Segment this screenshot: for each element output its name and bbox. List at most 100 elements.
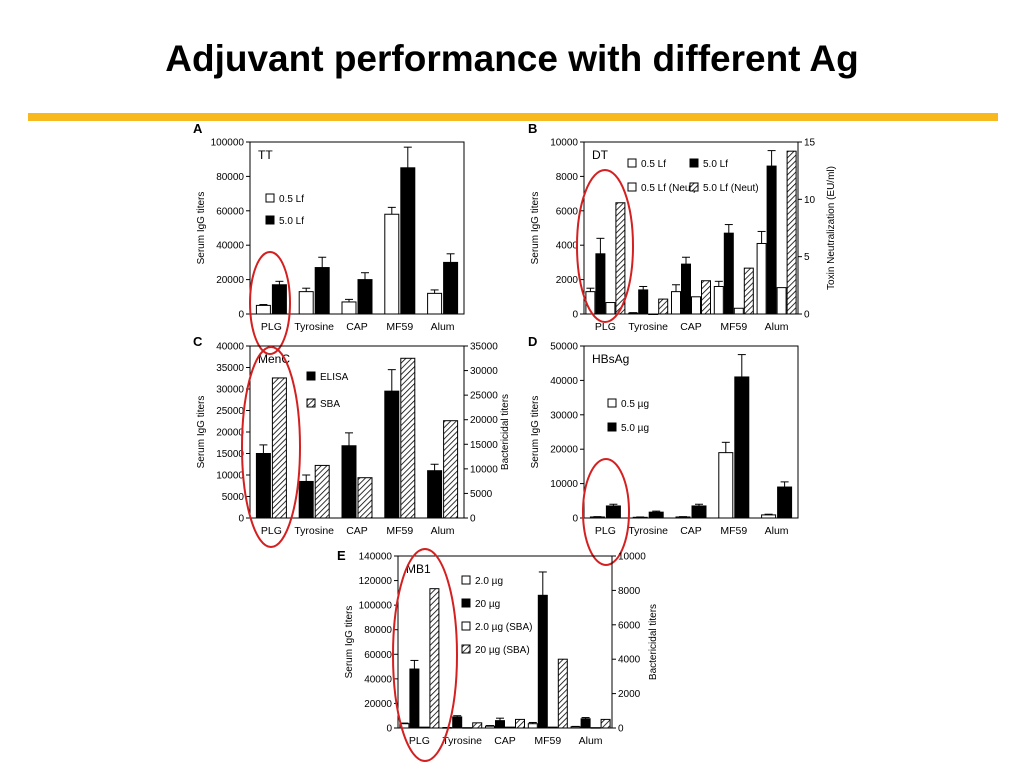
y-tick-label-b: 0 xyxy=(572,310,578,321)
y-tick-label-c: 20000 xyxy=(216,428,244,439)
legend-label-b: 5.0 Lf xyxy=(703,159,728,170)
y2-tick-label-c: 30000 xyxy=(470,366,498,377)
legend-swatch-c xyxy=(306,398,316,408)
y-tick-label-b: 2000 xyxy=(556,275,579,286)
bar-e-tyrosine-2 xyxy=(462,727,473,729)
bar-a-tyrosine-1 xyxy=(314,267,330,315)
y2-axis-label-c: Bactericidal titers xyxy=(500,394,511,470)
bar-a-tyrosine-0 xyxy=(298,291,314,315)
y-axis-label-a: Serum IgG titers xyxy=(196,192,207,265)
legend-swatch-b xyxy=(627,182,637,192)
panel-label-e: E xyxy=(337,548,346,563)
legend-label-e: 20 µg (SBA) xyxy=(475,645,530,656)
bar-d-tyrosine-1 xyxy=(648,511,664,519)
bar-d-plg-1 xyxy=(605,505,621,519)
y2-tick-label-e: 0 xyxy=(618,724,624,735)
x-tick-label-c: Alum xyxy=(431,525,455,537)
slide-title: Adjuvant performance with different Ag xyxy=(165,38,859,79)
bar-b-plg-1 xyxy=(595,253,606,315)
legend-label-c: ELISA xyxy=(320,372,349,383)
legend-label-d: 0.5 µg xyxy=(621,399,649,410)
bar-d-mf59-0 xyxy=(718,452,734,519)
y-tick-label-c: 25000 xyxy=(216,406,244,417)
chart-title-d: HBsAg xyxy=(592,352,629,366)
legend-swatch-c xyxy=(306,371,316,381)
legend-label-a: 5.0 Lf xyxy=(279,216,304,227)
x-tick-label-a: PLG xyxy=(261,321,282,333)
bar-e-alum-1 xyxy=(580,718,591,729)
bar-c-plg-0 xyxy=(255,453,271,519)
y2-tick-label-c: 10000 xyxy=(470,464,498,475)
x-tick-label-b: CAP xyxy=(680,321,702,333)
legend-swatch-e xyxy=(461,644,471,654)
x-tick-label-d: CAP xyxy=(680,525,702,537)
y-axis-label-e: Serum IgG titers xyxy=(344,606,355,679)
bar-e-plg-1 xyxy=(409,668,420,729)
bar-c-cap-1 xyxy=(357,477,373,519)
bar-a-cap-0 xyxy=(341,301,357,315)
y-tick-label-a: 20000 xyxy=(216,275,244,286)
y-tick-label-e: 140000 xyxy=(359,552,393,563)
bar-e-plg-3 xyxy=(429,588,440,729)
y2-tick-label-c: 5000 xyxy=(470,489,493,500)
x-tick-label-a: MF59 xyxy=(386,321,413,333)
highlight-ellipse-b xyxy=(576,169,634,323)
bar-a-plg-0 xyxy=(255,304,271,315)
highlight-ellipse-d xyxy=(582,458,630,566)
legend-swatch-b xyxy=(689,158,699,168)
bar-b-tyrosine-1 xyxy=(638,289,649,315)
bar-e-alum-2 xyxy=(590,727,601,729)
bar-e-tyrosine-3 xyxy=(472,722,483,729)
legend-swatch-b xyxy=(627,158,637,168)
bar-b-plg-2 xyxy=(605,302,616,315)
bar-b-tyrosine-0 xyxy=(628,312,639,315)
y-tick-label-d: 20000 xyxy=(550,445,578,456)
y-tick-label-c: 15000 xyxy=(216,449,244,460)
y-tick-label-d: 10000 xyxy=(550,479,578,490)
x-tick-label-b: Alum xyxy=(765,321,789,333)
y2-tick-label-e: 4000 xyxy=(618,655,641,666)
panel-label-d: D xyxy=(528,334,537,349)
legend-swatch-e xyxy=(461,621,471,631)
bar-b-alum-3 xyxy=(786,150,797,315)
panel-label-b: B xyxy=(528,121,537,136)
y2-tick-label-c: 0 xyxy=(470,514,476,525)
y-tick-label-e: 20000 xyxy=(364,699,392,710)
bar-e-alum-3 xyxy=(600,718,611,729)
y-tick-label-e: 120000 xyxy=(359,576,393,587)
bar-c-tyrosine-1 xyxy=(314,464,330,519)
y-tick-label-c: 10000 xyxy=(216,471,244,482)
legend-label-b: 5.0 Lf (Neut) xyxy=(703,183,759,194)
y2-tick-label-e: 10000 xyxy=(618,552,646,563)
bar-e-mf59-2 xyxy=(547,726,558,729)
y-tick-label-e: 0 xyxy=(386,724,392,735)
y-axis-label-d: Serum IgG titers xyxy=(530,396,541,469)
x-tick-label-e: PLG xyxy=(409,735,430,747)
plot-frame-a xyxy=(249,141,465,315)
y2-tick-label-e: 6000 xyxy=(618,620,641,631)
x-tick-label-d: MF59 xyxy=(720,525,747,537)
y-axis-label-c: Serum IgG titers xyxy=(196,396,207,469)
x-tick-label-c: CAP xyxy=(346,525,368,537)
bar-b-cap-0 xyxy=(671,291,681,315)
y-tick-label-e: 60000 xyxy=(364,650,392,661)
bar-e-mf59-0 xyxy=(527,723,538,729)
y-tick-label-a: 100000 xyxy=(211,138,245,149)
bar-e-mf59-1 xyxy=(537,594,548,729)
bar-a-plg-1 xyxy=(271,284,287,315)
bar-c-mf59-1 xyxy=(400,357,416,519)
y-tick-label-a: 40000 xyxy=(216,241,244,252)
legend-swatch-d xyxy=(607,422,617,432)
chart-title-e: MB1 xyxy=(406,562,431,576)
x-tick-label-d: Tyrosine xyxy=(628,525,668,537)
y2-axis-label-e: Bactericidal titers xyxy=(648,604,659,680)
y-tick-label-d: 50000 xyxy=(550,342,578,353)
x-tick-label-b: Tyrosine xyxy=(628,321,668,333)
x-tick-label-c: Tyrosine xyxy=(294,525,334,537)
x-tick-label-d: Alum xyxy=(765,525,789,537)
x-tick-label-c: MF59 xyxy=(386,525,413,537)
legend-swatch-d xyxy=(607,398,617,408)
legend-swatch-a xyxy=(265,215,275,225)
y-tick-label-e: 40000 xyxy=(364,674,392,685)
title-rule xyxy=(28,113,998,121)
